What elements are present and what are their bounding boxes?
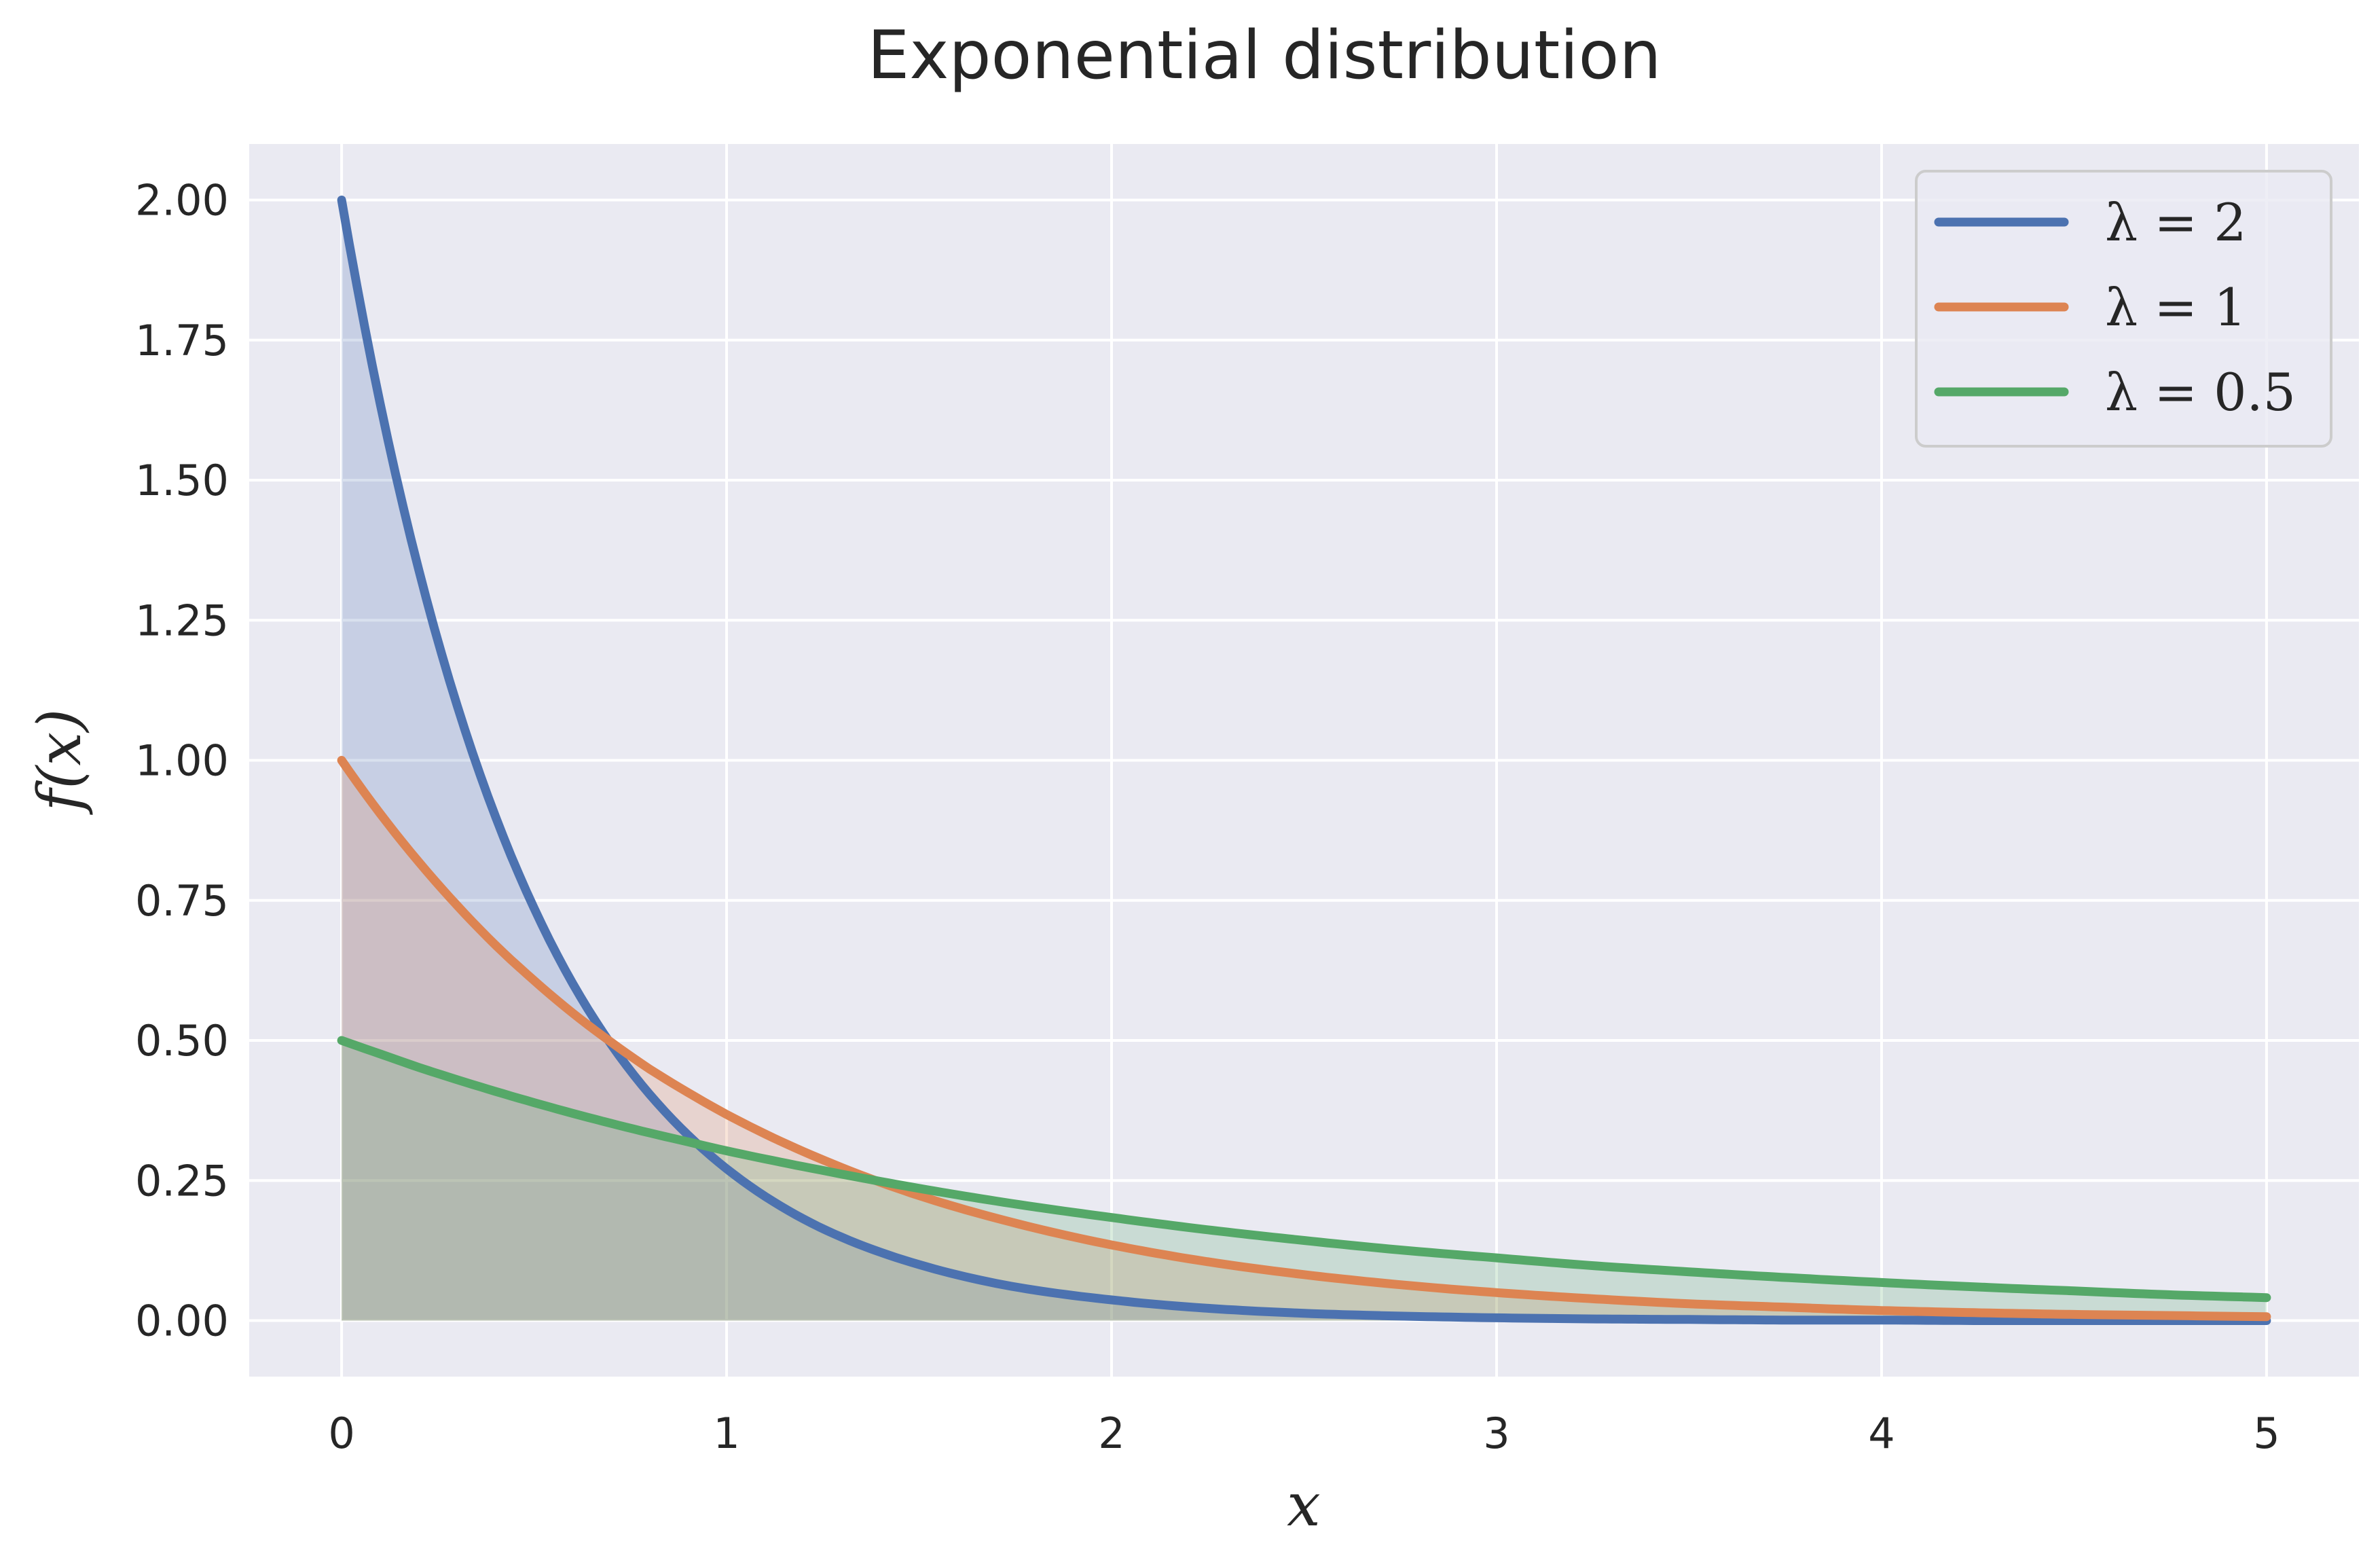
y-tick-label: 1.75 xyxy=(135,316,229,365)
line-series-2 xyxy=(337,1036,2271,1303)
area-fill-series-2 xyxy=(342,1040,2267,1321)
x-tick-label: 2 xyxy=(1098,1409,1124,1458)
y-tick-label: 0.25 xyxy=(135,1156,229,1205)
legend-box xyxy=(1915,170,2332,448)
area-fill-series-1 xyxy=(342,760,2267,1321)
gridlines xyxy=(249,144,2359,1377)
legend-label: λ = 1 xyxy=(2105,277,2247,338)
x-tick-label: 4 xyxy=(1868,1409,1894,1458)
legend-label: λ = 2 xyxy=(2105,192,2247,253)
y-tick-labels: 0.00 0.25 0.50 0.75 1.00 1.25 1.50 1.75 2.00 xyxy=(135,176,229,1346)
y-tick-label: 1.00 xyxy=(135,736,229,786)
x-tick-label: 0 xyxy=(328,1409,354,1458)
x-axis-label: x xyxy=(1287,1470,1321,1540)
y-tick-label: 0.75 xyxy=(135,876,229,926)
legend: λ = 2 λ = 1 λ = 0.5 xyxy=(1915,170,2332,448)
y-tick-label: 1.50 xyxy=(135,456,229,505)
y-tick-label: 0.50 xyxy=(135,1016,229,1066)
line-series-1 xyxy=(337,756,2271,1322)
area-fill-series-0 xyxy=(342,200,2267,1321)
area-fills xyxy=(342,200,2267,1321)
x-tick-labels: 0 1 2 3 4 5 xyxy=(328,1409,2280,1458)
chart-title: Exponential distribution xyxy=(867,17,1661,94)
x-tick-label: 5 xyxy=(2253,1409,2280,1458)
x-tick-label: 3 xyxy=(1483,1409,1509,1458)
line-series-0 xyxy=(337,196,2271,1325)
y-tick-label: 0.00 xyxy=(135,1296,229,1346)
x-tick-label: 1 xyxy=(713,1409,739,1458)
series-lines xyxy=(337,196,2271,1325)
y-axis-label: f(x) xyxy=(24,709,94,816)
y-tick-label: 1.25 xyxy=(135,596,229,645)
y-tick-label: 2.00 xyxy=(135,176,229,225)
legend-label: λ = 0.5 xyxy=(2105,362,2296,422)
